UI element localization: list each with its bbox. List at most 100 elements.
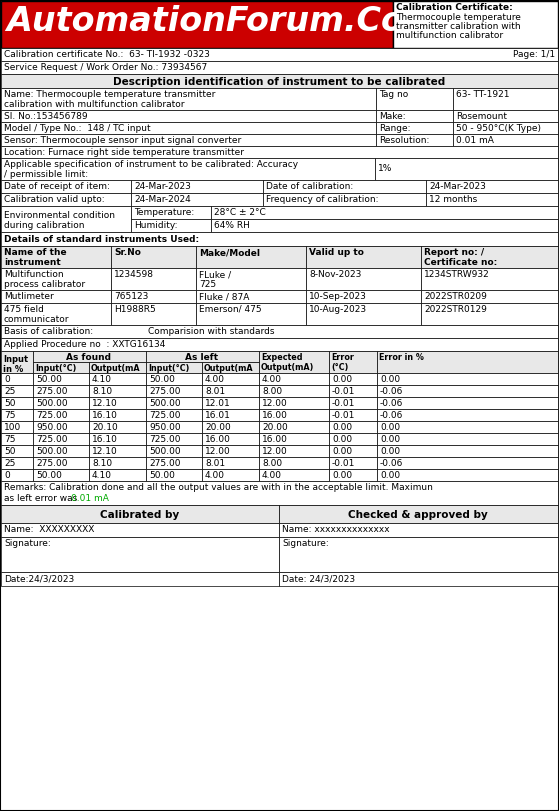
Text: 8.10: 8.10 — [92, 387, 112, 396]
Text: 725.00: 725.00 — [36, 435, 68, 444]
Bar — [453, 110, 558, 122]
Bar — [33, 433, 89, 445]
Bar — [111, 246, 196, 268]
Bar — [1, 193, 131, 206]
Text: 12.00: 12.00 — [262, 447, 288, 456]
Bar — [259, 421, 329, 433]
Bar — [202, 457, 259, 469]
Text: Calibration certificate No.:  63- TI-1932 -0323: Calibration certificate No.: 63- TI-1932… — [4, 50, 210, 59]
Text: -0.01: -0.01 — [332, 387, 356, 396]
Text: 0: 0 — [4, 471, 10, 480]
Text: 63- TT-1921: 63- TT-1921 — [456, 90, 509, 99]
Text: 0.01 mA: 0.01 mA — [456, 136, 494, 145]
Text: 275.00: 275.00 — [36, 459, 68, 468]
Bar — [306, 290, 421, 303]
Text: 0.00: 0.00 — [332, 447, 352, 456]
Bar — [329, 397, 377, 409]
Text: 725.00: 725.00 — [149, 411, 181, 420]
Bar — [1, 110, 376, 122]
Bar — [1, 481, 558, 505]
Bar — [377, 469, 558, 481]
Text: Signature:: Signature: — [4, 539, 51, 548]
Text: Humidity:: Humidity: — [134, 221, 178, 230]
Text: As left: As left — [186, 353, 219, 362]
Bar — [259, 397, 329, 409]
Bar — [196, 246, 306, 268]
Bar — [146, 457, 202, 469]
Bar — [329, 351, 377, 373]
Bar — [146, 351, 259, 362]
Text: 50.00: 50.00 — [36, 375, 62, 384]
Text: 50: 50 — [4, 447, 16, 456]
Bar — [89, 433, 146, 445]
Text: 725.00: 725.00 — [149, 435, 181, 444]
Bar — [329, 433, 377, 445]
Text: 12 months: 12 months — [429, 195, 477, 204]
Text: 500.00: 500.00 — [149, 399, 181, 408]
Bar — [259, 445, 329, 457]
Text: -0.06: -0.06 — [380, 459, 404, 468]
Bar — [306, 246, 421, 268]
Bar — [89, 457, 146, 469]
Bar — [211, 219, 558, 232]
Bar — [1, 385, 33, 397]
Bar — [131, 219, 211, 232]
Text: 75: 75 — [4, 411, 16, 420]
Bar — [329, 385, 377, 397]
Bar — [329, 421, 377, 433]
Bar — [421, 268, 558, 290]
Bar — [33, 445, 89, 457]
Text: Applied Procedure no  : XXTG16134: Applied Procedure no : XXTG16134 — [4, 340, 165, 349]
Text: Sl. No.:153456789: Sl. No.:153456789 — [4, 112, 88, 121]
Bar — [196, 290, 306, 303]
Text: 0.00: 0.00 — [380, 423, 400, 432]
Text: Details of standard instruments Used:: Details of standard instruments Used: — [4, 235, 199, 244]
Bar — [376, 134, 453, 146]
Text: Fluke / 87A: Fluke / 87A — [199, 292, 249, 301]
Bar — [426, 180, 558, 193]
Bar — [1, 122, 376, 134]
Bar — [1, 572, 279, 586]
Text: Multifunction
process calibrator: Multifunction process calibrator — [4, 270, 85, 290]
Text: 0.00: 0.00 — [332, 471, 352, 480]
Bar — [259, 409, 329, 421]
Text: 20.00: 20.00 — [262, 423, 288, 432]
Text: 0.01 mA: 0.01 mA — [71, 494, 109, 503]
Text: AutomationForum.Co: AutomationForum.Co — [6, 5, 404, 38]
Bar — [89, 373, 146, 385]
Bar — [279, 505, 558, 523]
Bar — [33, 397, 89, 409]
Bar — [196, 268, 306, 290]
Text: 0.00: 0.00 — [332, 423, 352, 432]
Text: Output(mA: Output(mA — [91, 364, 141, 373]
Bar — [33, 373, 89, 385]
Text: 0.00: 0.00 — [380, 471, 400, 480]
Text: 275.00: 275.00 — [149, 387, 181, 396]
Bar — [1, 88, 376, 110]
Text: Description identification of instrument to be calibrated: Description identification of instrument… — [113, 77, 445, 87]
Bar — [202, 421, 259, 433]
Bar — [146, 421, 202, 433]
Text: -0.06: -0.06 — [380, 411, 404, 420]
Bar — [89, 469, 146, 481]
Text: Input(°C): Input(°C) — [35, 364, 77, 373]
Text: 4.00: 4.00 — [262, 471, 282, 480]
Text: Date: 24/3/2023: Date: 24/3/2023 — [282, 574, 355, 583]
Text: 4.10: 4.10 — [92, 375, 112, 384]
Text: Rosemount: Rosemount — [456, 112, 507, 121]
Text: 50: 50 — [4, 399, 16, 408]
Text: 24-Mar-2023: 24-Mar-2023 — [429, 182, 486, 191]
Bar — [376, 122, 453, 134]
Text: 28°C ± 2°C: 28°C ± 2°C — [214, 208, 266, 217]
Text: 2022STR0209: 2022STR0209 — [424, 292, 487, 301]
Bar — [1, 457, 33, 469]
Text: 0: 0 — [4, 375, 10, 384]
Bar — [329, 469, 377, 481]
Bar — [1, 325, 558, 338]
Text: -0.01: -0.01 — [332, 411, 356, 420]
Bar — [131, 180, 263, 193]
Bar — [306, 303, 421, 325]
Bar — [377, 397, 558, 409]
Text: Signature:: Signature: — [282, 539, 329, 548]
Bar — [1, 409, 33, 421]
